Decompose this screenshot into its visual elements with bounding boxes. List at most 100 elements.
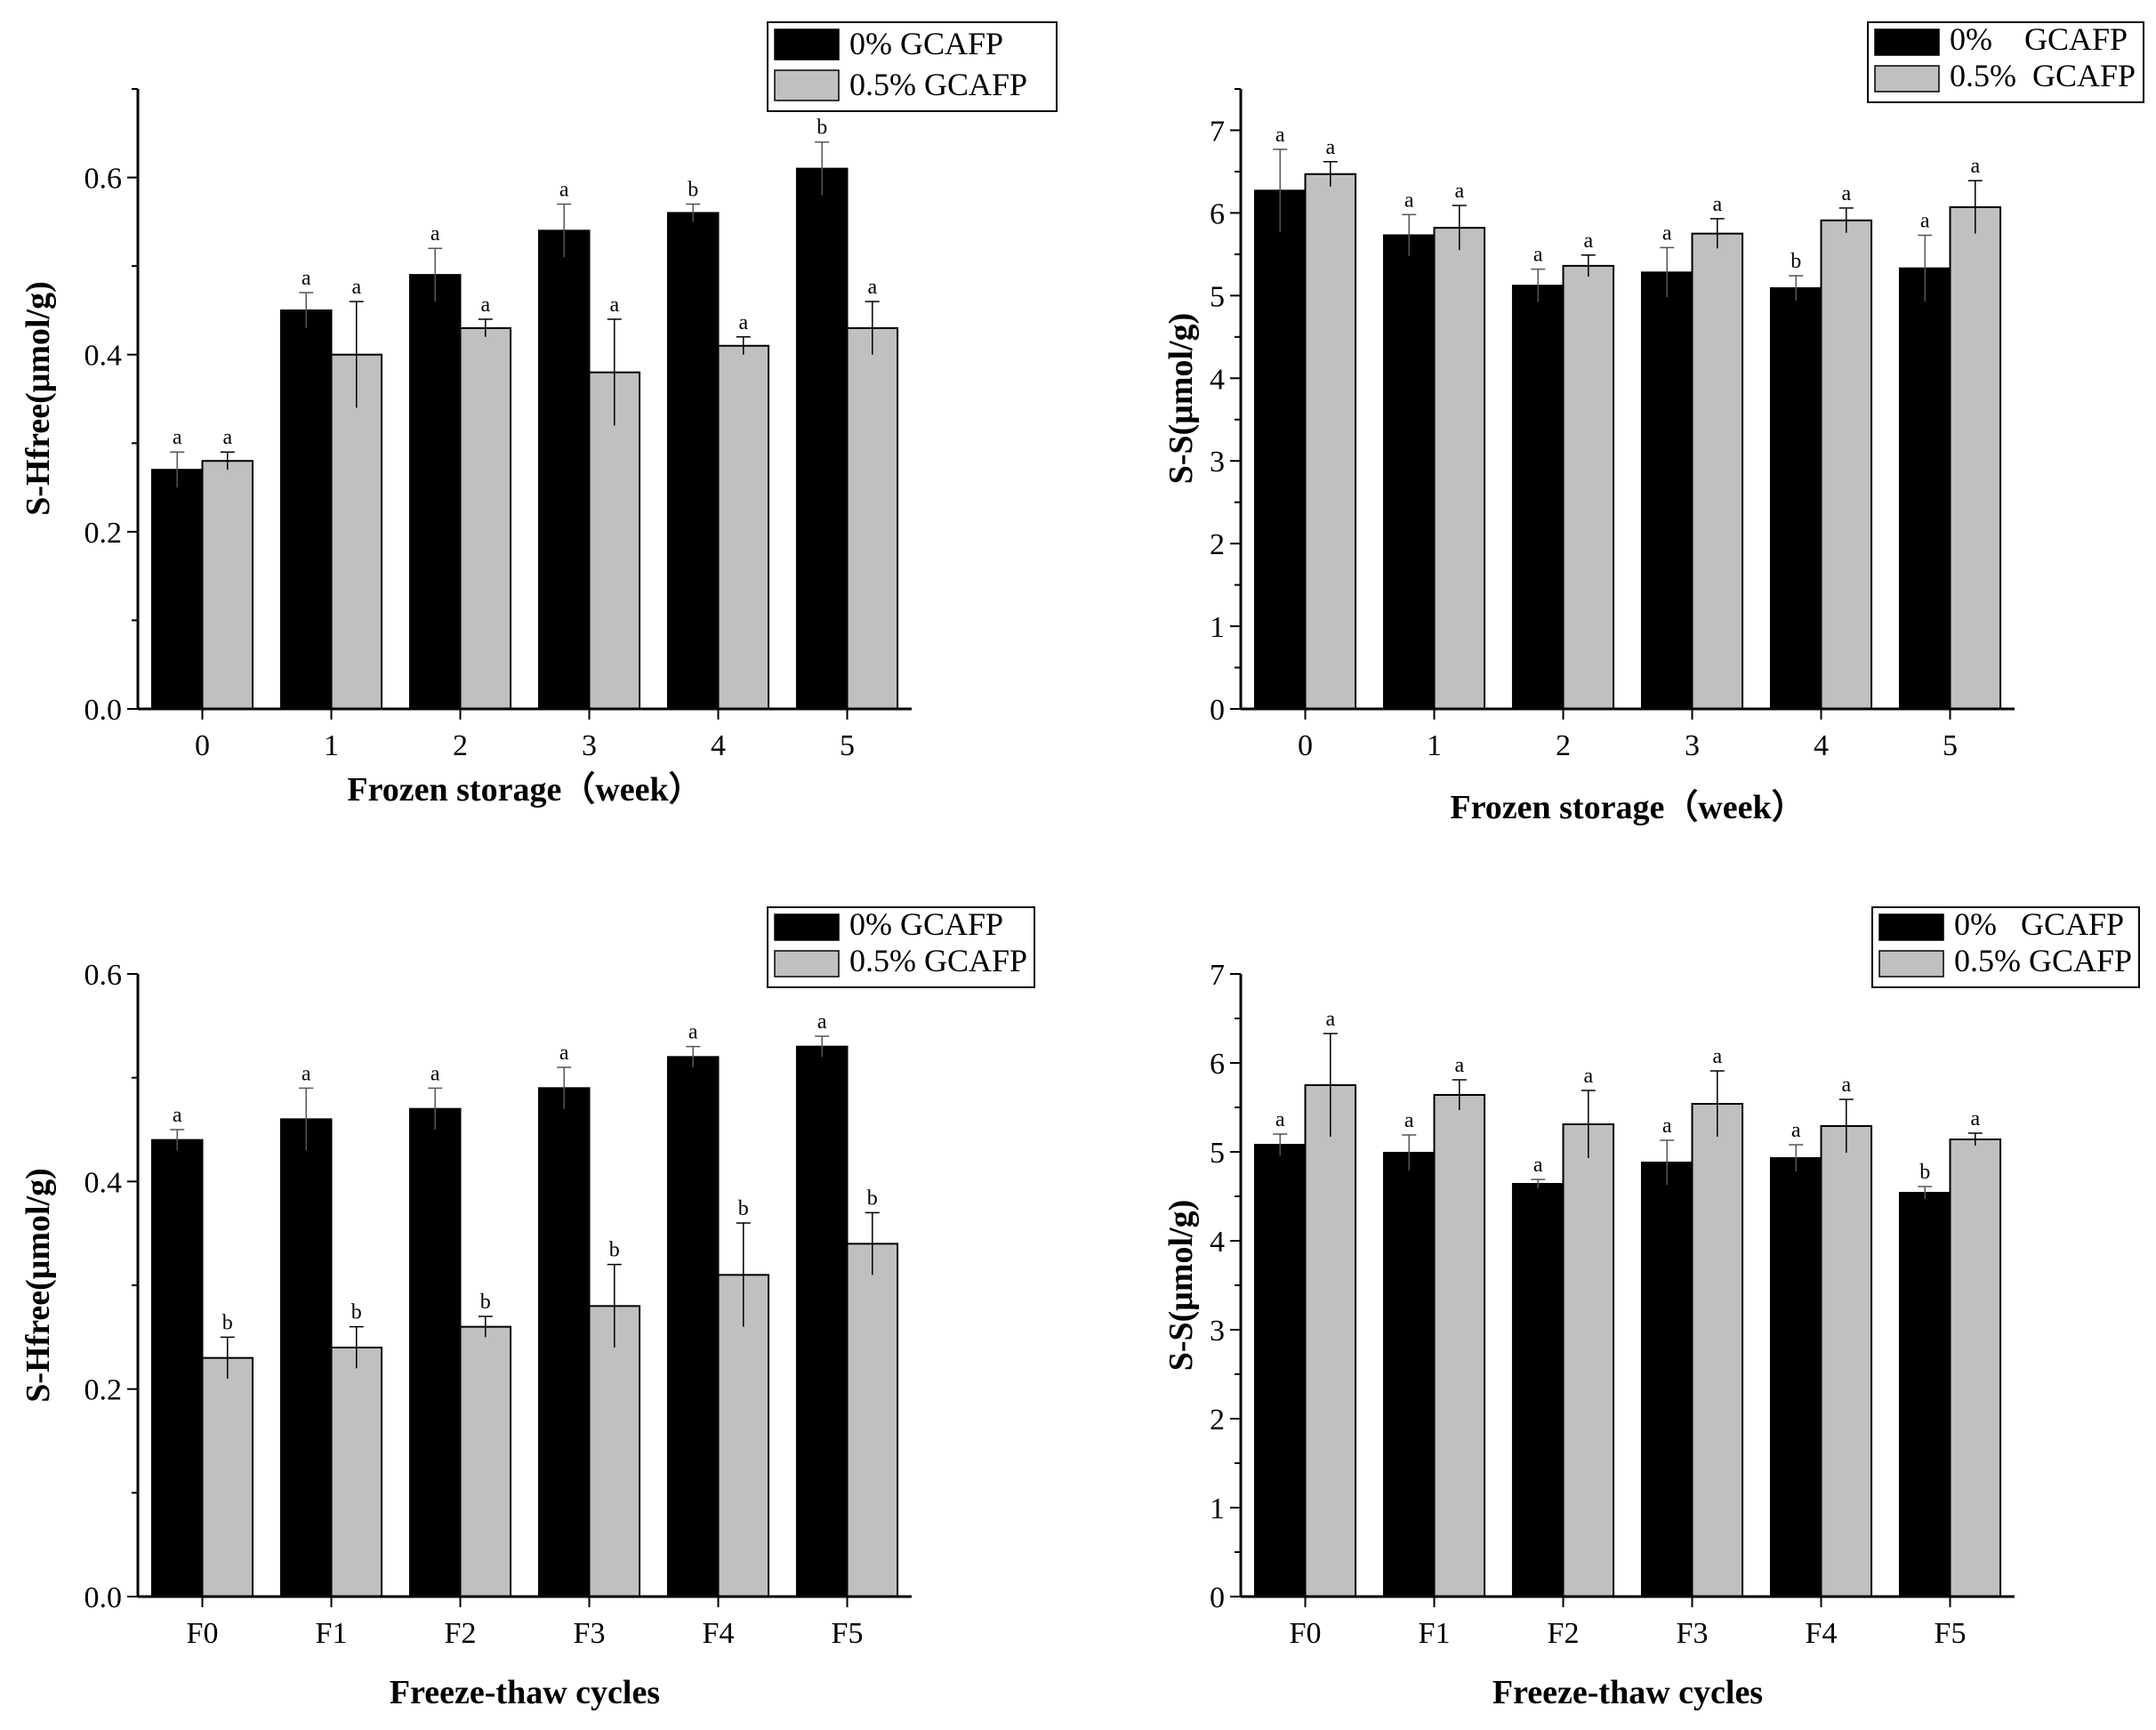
y-axis-title: S-Hfree(μmol/g) xyxy=(20,281,57,516)
significance-label: a xyxy=(1920,209,1930,232)
y-tick-label: 2 xyxy=(1210,1404,1225,1436)
bar xyxy=(1769,286,1822,710)
y-tick-label: 0.2 xyxy=(84,1374,123,1407)
bar xyxy=(201,460,254,710)
x-tick-label: F0 xyxy=(187,1617,219,1650)
x-tick-label: F5 xyxy=(832,1617,864,1650)
y-axis-title: S-S(μmol/g) xyxy=(1162,313,1200,485)
significance-label: a xyxy=(1404,189,1414,212)
significance-label: a xyxy=(1275,1108,1285,1131)
bar xyxy=(330,353,383,710)
x-tick-label: 3 xyxy=(1685,729,1700,762)
bar xyxy=(150,1139,204,1597)
bar xyxy=(1253,189,1307,711)
bar xyxy=(1949,205,2002,711)
significance-label: b xyxy=(609,1239,620,1262)
significance-label: a xyxy=(302,267,311,290)
bar xyxy=(666,212,720,710)
significance-label: b xyxy=(222,1311,233,1334)
significance-label: a xyxy=(559,178,569,201)
significance-label: b xyxy=(688,178,698,201)
bar xyxy=(1304,1084,1357,1597)
bar xyxy=(150,469,204,711)
y-tick-label: 1 xyxy=(1210,611,1225,644)
y-tick-label: 4 xyxy=(1210,363,1225,396)
y-tick-label: 3 xyxy=(1210,446,1225,479)
significance-label: a xyxy=(1841,1074,1851,1097)
bar xyxy=(1433,227,1486,710)
y-tick-label: 6 xyxy=(1210,1048,1225,1081)
significance-label: b xyxy=(1790,250,1801,273)
significance-label: a xyxy=(688,1021,698,1044)
x-tick-label: 4 xyxy=(1814,729,1829,762)
x-tick-label: F2 xyxy=(1548,1617,1580,1650)
legend-swatch xyxy=(1878,913,1944,941)
x-tick-label: 2 xyxy=(1556,729,1571,762)
x-tick-label: F3 xyxy=(1677,1617,1709,1650)
chart-panel-1: a a a a b b a a a a a a 0.0 0.2 0.4 0.6 0 1 2 3 4 5 Frozen sto… xyxy=(20,21,1058,809)
bar xyxy=(588,1305,641,1598)
chart-panel-2: a a a a b a a a a a a a 0 1 2 3 4 5 6 7 0 1 2 3 4 5 Frozen storage… xyxy=(1162,21,2144,826)
legend-label: 0% GCAFP xyxy=(849,906,1003,942)
x-tick-label: F4 xyxy=(1806,1617,1838,1650)
legend-swatch xyxy=(1874,28,1940,56)
bar xyxy=(1511,285,1565,710)
chart-panel-3: a a a a a a b b b b b b 0.0 0.2 0.4 0.6 F0 F1 F2 F3 F4 F5 Free… xyxy=(20,906,1035,1711)
significance-label: a xyxy=(1533,244,1543,267)
y-tick-label: 6 xyxy=(1210,197,1225,230)
bar xyxy=(1640,1162,1693,1597)
significance-label: a xyxy=(867,276,877,299)
bar xyxy=(1898,267,1951,710)
bar xyxy=(1382,1152,1436,1597)
y-tick-label: 7 xyxy=(1210,959,1225,992)
x-tick-label: 3 xyxy=(582,729,597,762)
bar xyxy=(1304,173,1357,711)
bar xyxy=(1691,1103,1744,1597)
x-tick-label: F2 xyxy=(445,1617,477,1650)
legend-label: 0.5% GCAFP xyxy=(1950,58,2136,93)
bar xyxy=(795,1045,849,1597)
significance-label: a xyxy=(609,294,619,317)
significance-label: b xyxy=(867,1187,878,1210)
x-tick-label: F0 xyxy=(1290,1617,1322,1650)
y-axis-title: S-S(μmol/g) xyxy=(1162,1200,1200,1372)
y-tick-label: 7 xyxy=(1210,115,1225,148)
y-tick-label: 0.4 xyxy=(84,340,123,373)
x-axis-title: Frozen storage（week） xyxy=(347,771,702,809)
x-tick-label: 1 xyxy=(1427,729,1442,762)
significance-label: a xyxy=(173,426,182,449)
y-axis-title: S-Hfree(μmol/g) xyxy=(20,1168,57,1403)
bar xyxy=(717,344,770,710)
significance-label: a xyxy=(1325,136,1335,159)
significance-label: a xyxy=(1404,1109,1414,1132)
significance-label: a xyxy=(351,276,361,299)
bar xyxy=(666,1056,720,1598)
chart-panel-4: a a a a a b a a a a a a 0 1 2 3 4 5 6 7 F0 F1 F2 F3 F4 F5 Freeze-t… xyxy=(1162,906,2140,1711)
y-tick-label: 0 xyxy=(1210,1581,1225,1614)
bar xyxy=(1253,1144,1307,1597)
significance-label: b xyxy=(817,117,827,140)
bar xyxy=(1949,1139,2002,1597)
significance-label: a xyxy=(1583,229,1593,253)
y-tick-label: 0.6 xyxy=(84,163,123,196)
x-axis-title: Freeze-thaw cycles xyxy=(390,1674,660,1711)
legend-label: 0% GCAFP xyxy=(1954,906,2124,942)
significance-label: a xyxy=(1662,1114,1672,1138)
x-tick-label: F1 xyxy=(316,1617,348,1650)
bar xyxy=(1691,232,1744,710)
x-tick-label: 4 xyxy=(711,729,726,762)
significance-label: a xyxy=(173,1104,182,1127)
x-tick-label: F4 xyxy=(703,1617,735,1650)
y-tick-label: 0.0 xyxy=(84,694,123,727)
significance-label: a xyxy=(1841,182,1851,205)
significance-label: a xyxy=(1325,1008,1335,1031)
y-tick-label: 2 xyxy=(1210,528,1225,561)
y-tick-label: 1 xyxy=(1210,1493,1225,1525)
significance-label: a xyxy=(1454,1054,1464,1077)
bar xyxy=(1769,1157,1822,1597)
bar xyxy=(1640,271,1693,710)
significance-label: b xyxy=(351,1301,362,1324)
bar xyxy=(330,1347,383,1597)
